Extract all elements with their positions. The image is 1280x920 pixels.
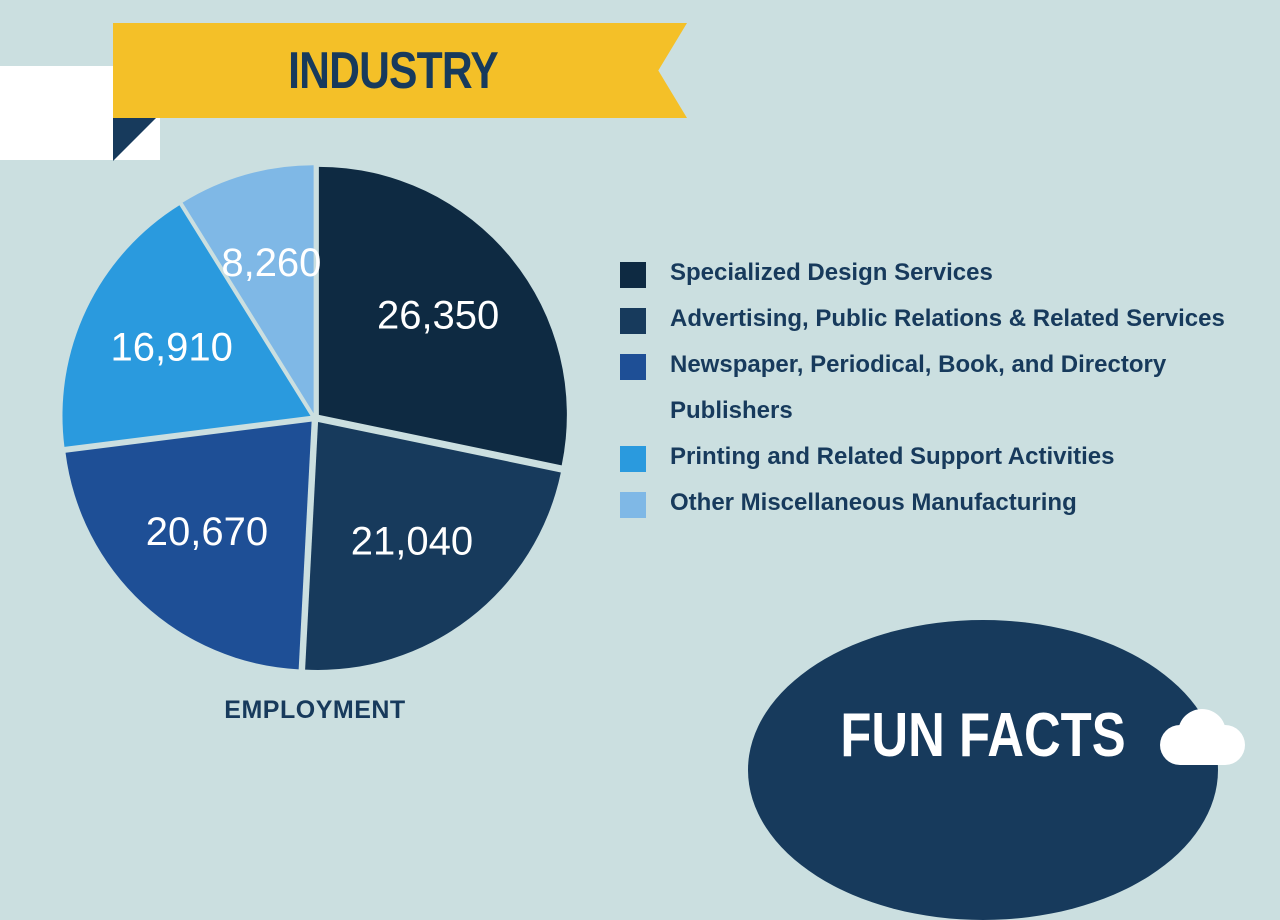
employment-pie-chart: 26,350 21,040 20,670 16,910 8,260	[62, 165, 567, 670]
legend-label: Advertising, Public Relations & Related …	[670, 305, 1225, 332]
legend-item: Other Miscellaneous Manufacturing	[620, 480, 1240, 526]
legend-item: Advertising, Public Relations & Related …	[620, 296, 1240, 342]
legend-swatch	[620, 492, 646, 518]
fun-facts-section: FUN FACTS	[748, 620, 1218, 920]
slice-value-label: 26,350	[377, 293, 499, 337]
cloud-icon	[1160, 709, 1245, 765]
slice-value-label: 21,040	[351, 519, 473, 563]
legend-label: Newspaper, Periodical, Book, and Directo…	[670, 351, 1167, 424]
legend-label: Specialized Design Services	[670, 259, 993, 286]
chart-legend: Specialized Design Services Advertising,…	[620, 250, 1240, 526]
pie-slice	[65, 421, 312, 670]
legend-swatch	[620, 308, 646, 334]
banner-title: INDUSTRY	[288, 41, 499, 100]
industry-banner: INDUSTRY	[113, 23, 687, 118]
pie-caption: EMPLOYMENT	[224, 696, 406, 724]
legend-label: Printing and Related Support Activities	[670, 443, 1115, 470]
pie-slice	[318, 166, 567, 466]
fun-facts-title: FUN FACTS	[840, 701, 1126, 770]
legend-swatch	[620, 446, 646, 472]
legend-item: Printing and Related Support Activities	[620, 434, 1240, 480]
legend-item: Specialized Design Services	[620, 250, 1240, 296]
legend-swatch	[620, 354, 646, 380]
slice-value-label: 16,910	[111, 325, 233, 369]
slice-value-label: 8,260	[221, 241, 321, 285]
pie-slice	[305, 421, 561, 670]
legend-item: Newspaper, Periodical, Book, and Directo…	[620, 342, 1240, 434]
pie-slice	[62, 205, 311, 447]
pie-slice	[182, 165, 314, 414]
banner-fold	[113, 115, 159, 161]
legend-swatch	[620, 262, 646, 288]
slice-value-label: 20,670	[146, 510, 268, 554]
legend-label: Other Miscellaneous Manufacturing	[670, 489, 1077, 516]
